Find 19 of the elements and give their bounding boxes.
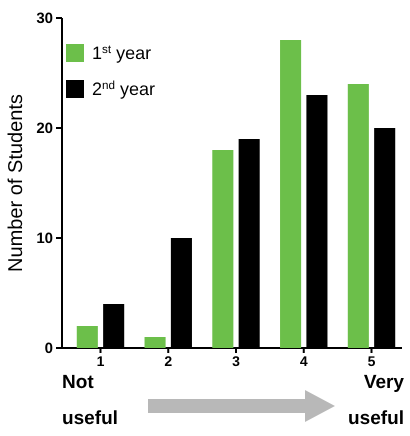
- x-tick-label: 1: [96, 352, 105, 369]
- bar: [76, 326, 98, 348]
- bar: [144, 337, 166, 348]
- x-tick-label: 4: [300, 352, 308, 369]
- y-tick-label: 0: [44, 340, 53, 357]
- text: Very useful: [348, 372, 404, 429]
- text: Not useful: [62, 372, 118, 429]
- y-axis-title: Number of Students: [5, 94, 27, 272]
- y-tick-label: 20: [36, 120, 53, 137]
- bar: [280, 40, 302, 348]
- bar: [212, 150, 234, 348]
- x-tick-label: 5: [368, 352, 376, 369]
- legend-label: 2$^{nd}$ year: [92, 78, 156, 99]
- legend-label: 1$^{st}$ year: [92, 42, 152, 63]
- x-tick-label: 3: [232, 352, 240, 369]
- x-tick-label: 2: [164, 352, 172, 369]
- y-tick-label: 10: [36, 230, 53, 247]
- y-tick-label: 30: [36, 10, 53, 27]
- bar: [348, 84, 369, 348]
